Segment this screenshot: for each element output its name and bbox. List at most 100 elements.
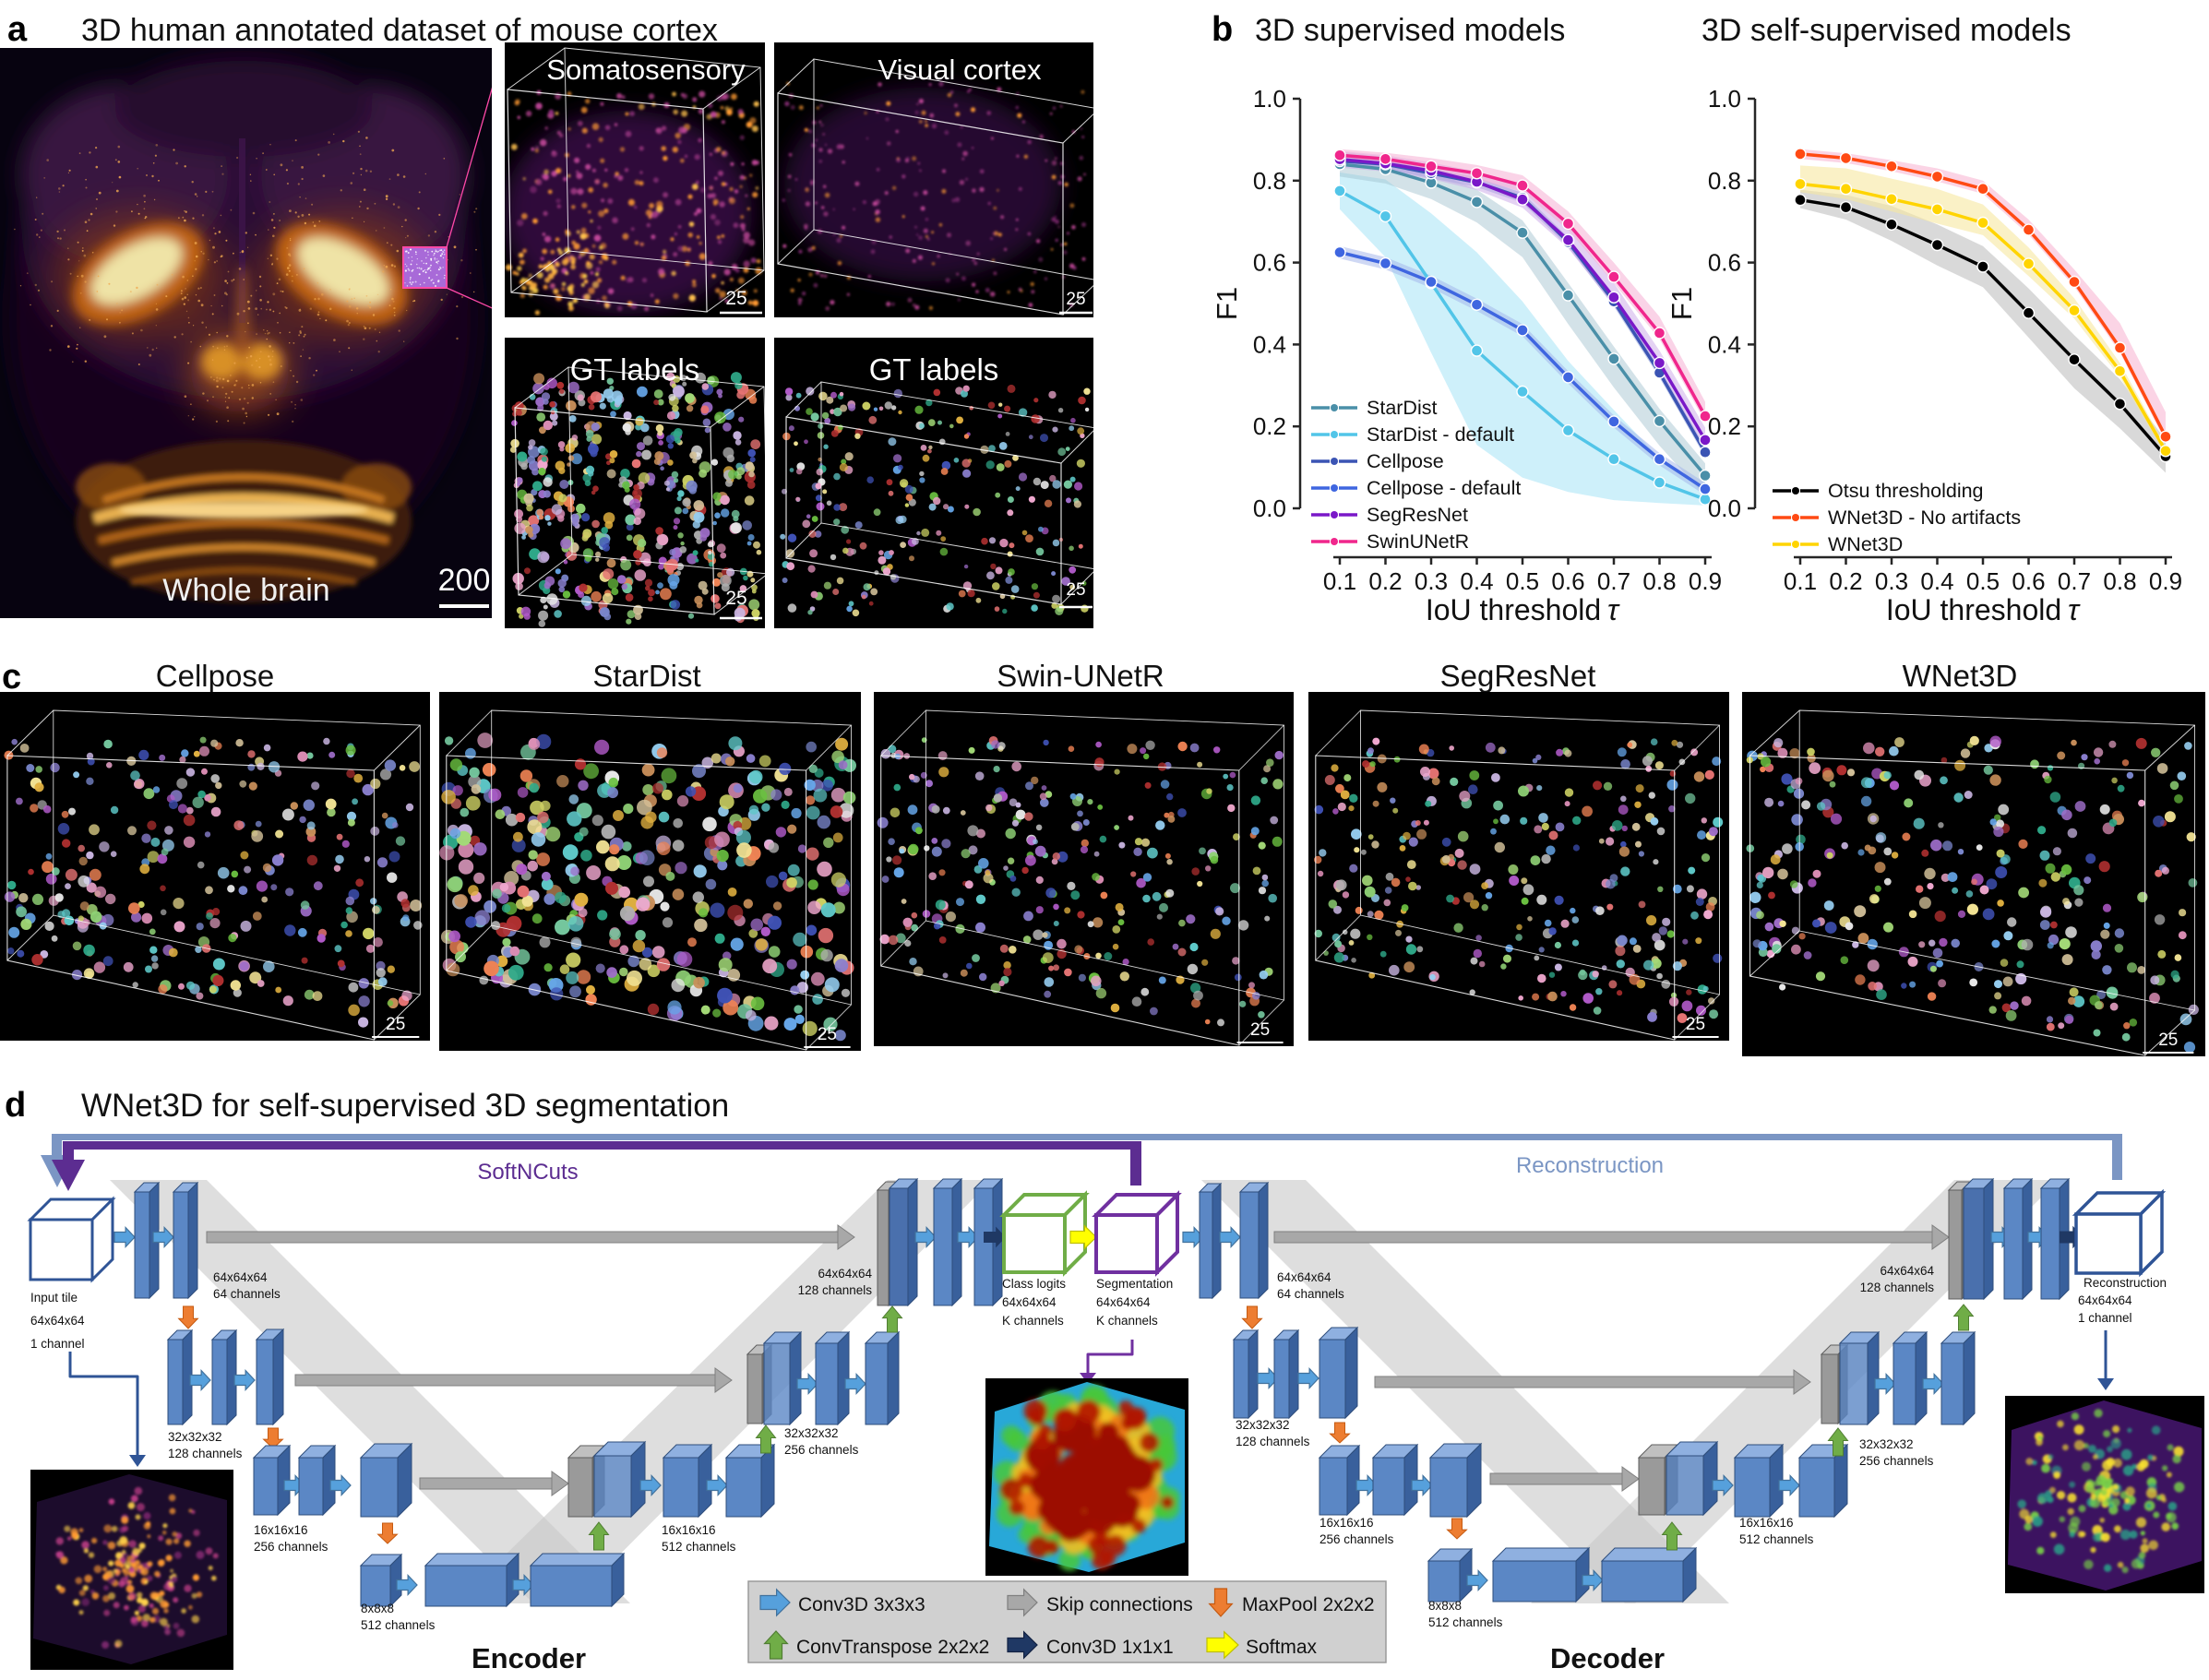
svg-text:3D human annotated dataset of: 3D human annotated dataset of mouse cort… — [81, 13, 718, 48]
svg-text:0.8: 0.8 — [1708, 167, 1741, 195]
svg-text:0.9: 0.9 — [2149, 567, 2182, 595]
svg-text:256 channels: 256 channels — [1319, 1532, 1394, 1546]
svg-text:512 channels: 512 channels — [1428, 1615, 1503, 1629]
svg-text:32x32x32: 32x32x32 — [1859, 1437, 1914, 1451]
svg-text:0.2: 0.2 — [1829, 567, 1862, 595]
svg-text:16x16x16: 16x16x16 — [1319, 1516, 1374, 1530]
svg-text:200: 200 — [438, 563, 491, 598]
svg-text:0.2: 0.2 — [1708, 412, 1741, 440]
svg-text:1.0: 1.0 — [1253, 85, 1286, 113]
svg-text:Conv3D 3x3x3: Conv3D 3x3x3 — [798, 1594, 925, 1615]
svg-text:1 channel: 1 channel — [2078, 1311, 2132, 1325]
svg-text:32x32x32: 32x32x32 — [168, 1430, 222, 1444]
svg-text:8x8x8: 8x8x8 — [361, 1602, 394, 1615]
svg-text:StarDist - default: StarDist - default — [1367, 423, 1514, 446]
svg-text:25: 25 — [1686, 1015, 1705, 1034]
svg-text:1.0: 1.0 — [1708, 85, 1741, 113]
svg-text:Class logits: Class logits — [1002, 1277, 1066, 1291]
svg-text:a: a — [7, 10, 28, 49]
svg-text:0.6: 0.6 — [1708, 249, 1741, 277]
svg-text:d: d — [5, 1086, 26, 1125]
svg-text:128 channels: 128 channels — [168, 1447, 243, 1460]
svg-text:0.5: 0.5 — [1506, 567, 1539, 595]
svg-text:512 channels: 512 channels — [1739, 1532, 1814, 1546]
svg-text:0.6: 0.6 — [1551, 567, 1584, 595]
svg-text:GT labels: GT labels — [869, 352, 999, 387]
svg-text:Swin-UNetR: Swin-UNetR — [997, 659, 1164, 693]
svg-text:Decoder: Decoder — [1550, 1642, 1665, 1674]
svg-text:25: 25 — [725, 588, 746, 609]
svg-text:Otsu thresholding: Otsu thresholding — [1828, 480, 1984, 502]
svg-text:128 channels: 128 channels — [1860, 1281, 1935, 1294]
svg-text:0.5: 0.5 — [1966, 567, 2000, 595]
svg-text:Cellpose: Cellpose — [1367, 450, 1444, 472]
svg-text:3D self-supervised models: 3D self-supervised models — [1702, 13, 2072, 48]
svg-text:0.6: 0.6 — [1253, 249, 1286, 277]
svg-text:Segmentation: Segmentation — [1096, 1277, 1173, 1291]
svg-text:64x64x64: 64x64x64 — [2078, 1293, 2132, 1307]
svg-text:64x64x64: 64x64x64 — [1096, 1295, 1151, 1309]
svg-text:256 channels: 256 channels — [784, 1443, 859, 1457]
svg-text:8x8x8: 8x8x8 — [1428, 1599, 1462, 1613]
svg-text:SegResNet: SegResNet — [1440, 659, 1596, 693]
svg-text:0.4: 0.4 — [1920, 567, 1953, 595]
svg-text:Skip connections: Skip connections — [1046, 1594, 1193, 1615]
svg-text:WNet3D: WNet3D — [1828, 533, 1903, 555]
svg-text:0.4: 0.4 — [1708, 330, 1741, 358]
svg-text:0.4: 0.4 — [1460, 567, 1493, 595]
svg-text:25: 25 — [818, 1025, 837, 1044]
svg-text:MaxPool 2x2x2: MaxPool 2x2x2 — [1242, 1594, 1375, 1615]
svg-text:WNet3D for self-supervised 3D: WNet3D for self-supervised 3D segmentati… — [81, 1088, 729, 1124]
svg-text:0.3: 0.3 — [1875, 567, 1908, 595]
svg-text:512 channels: 512 channels — [662, 1540, 736, 1554]
svg-text:b: b — [1212, 10, 1233, 49]
svg-text:Reconstruction: Reconstruction — [2084, 1276, 2167, 1290]
svg-text:0.8: 0.8 — [1253, 167, 1286, 195]
svg-text:25: 25 — [2158, 1031, 2178, 1050]
svg-text:Reconstruction: Reconstruction — [1516, 1153, 1664, 1178]
svg-text:16x16x16: 16x16x16 — [254, 1523, 308, 1537]
svg-text:K channels: K channels — [1096, 1314, 1158, 1328]
svg-text:64 channels: 64 channels — [213, 1287, 281, 1301]
svg-text:Cellpose - default: Cellpose - default — [1367, 477, 1521, 499]
svg-text:ConvTranspose 2x2x2: ConvTranspose 2x2x2 — [796, 1637, 989, 1658]
svg-text:0.1: 0.1 — [1323, 567, 1356, 595]
svg-text:K channels: K channels — [1002, 1314, 1064, 1328]
svg-text:0.2: 0.2 — [1368, 567, 1402, 595]
svg-text:128 channels: 128 channels — [798, 1283, 873, 1297]
svg-text:512 channels: 512 channels — [361, 1618, 436, 1632]
svg-text:1 channel: 1 channel — [30, 1337, 85, 1351]
svg-text:F1: F1 — [1666, 287, 1698, 320]
svg-text:128 channels: 128 channels — [1236, 1435, 1310, 1448]
svg-text:0.0: 0.0 — [1708, 494, 1741, 522]
svg-text:SwinUNetR: SwinUNetR — [1367, 530, 1469, 553]
svg-text:25: 25 — [725, 288, 746, 309]
svg-text:Softmax: Softmax — [1246, 1637, 1318, 1658]
svg-text:IoU threshold: IoU threshold — [1426, 593, 1601, 626]
svg-text:64x64x64: 64x64x64 — [1880, 1264, 1934, 1278]
svg-text:SegResNet: SegResNet — [1367, 504, 1468, 526]
svg-text:Cellpose: Cellpose — [156, 659, 274, 693]
svg-text:0.4: 0.4 — [1253, 330, 1286, 358]
svg-text:SoftNCuts: SoftNCuts — [477, 1160, 578, 1185]
svg-text:IoU threshold: IoU threshold — [1886, 593, 2061, 626]
svg-text:0.3: 0.3 — [1415, 567, 1448, 595]
svg-text:Encoder: Encoder — [472, 1642, 586, 1674]
svg-text:16x16x16: 16x16x16 — [1739, 1516, 1794, 1530]
svg-text:0.2: 0.2 — [1253, 412, 1286, 440]
svg-text:Input tile: Input tile — [30, 1291, 78, 1305]
svg-text:WNet3D: WNet3D — [1903, 659, 2018, 693]
svg-text:64x64x64: 64x64x64 — [1277, 1270, 1331, 1284]
svg-text:0.1: 0.1 — [1784, 567, 1817, 595]
svg-text:0.8: 0.8 — [1642, 567, 1676, 595]
svg-text:64x64x64: 64x64x64 — [30, 1314, 85, 1328]
svg-text:c: c — [2, 658, 21, 697]
svg-text:0.7: 0.7 — [1597, 567, 1630, 595]
svg-text:τ: τ — [1607, 593, 1620, 626]
svg-text:64x64x64: 64x64x64 — [1002, 1295, 1057, 1309]
svg-text:32x32x32: 32x32x32 — [1236, 1418, 1290, 1432]
svg-text:32x32x32: 32x32x32 — [784, 1426, 839, 1440]
svg-text:WNet3D - No artifacts: WNet3D - No artifacts — [1828, 506, 2021, 529]
svg-text:64x64x64: 64x64x64 — [213, 1270, 268, 1284]
svg-text:25: 25 — [386, 1015, 405, 1034]
